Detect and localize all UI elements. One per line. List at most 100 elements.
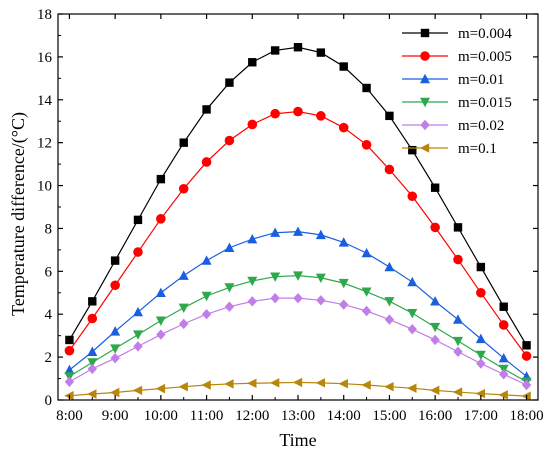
data-point — [64, 376, 75, 387]
data-point — [453, 254, 463, 265]
data-point — [156, 174, 166, 184]
x-tick-label: 15:00 — [372, 408, 406, 424]
data-point — [133, 247, 143, 257]
data-point — [361, 247, 372, 258]
x-tick-label: 18:00 — [509, 408, 543, 424]
x-tick-label: 11:00 — [190, 408, 224, 424]
data-point — [178, 382, 188, 392]
legend-item: m=0.1 — [402, 141, 497, 157]
series-m=0.02 — [64, 292, 532, 391]
legend-label: m=0.02 — [458, 118, 504, 134]
data-point — [133, 330, 143, 340]
data-point — [87, 346, 98, 356]
data-point — [178, 183, 189, 194]
data-point — [316, 111, 326, 121]
legend-label: m=0.004 — [458, 26, 512, 42]
data-point — [361, 140, 372, 150]
data-point — [270, 227, 281, 237]
legend-marker — [420, 119, 430, 131]
data-point — [155, 316, 166, 326]
data-point — [453, 223, 463, 232]
data-point — [498, 352, 509, 363]
data-point — [293, 292, 303, 304]
legend-marker — [420, 28, 430, 38]
legend-label: m=0.005 — [458, 49, 512, 65]
data-point — [384, 382, 394, 392]
data-point — [453, 314, 463, 324]
x-tick-label: 10:00 — [144, 408, 178, 424]
data-point — [499, 302, 508, 311]
data-point — [179, 138, 188, 147]
x-axis-title: Time — [279, 430, 316, 450]
x-tick-label: 12:00 — [235, 408, 269, 424]
data-point — [475, 333, 486, 344]
data-point — [269, 378, 280, 388]
legend-item: m=0.01 — [402, 72, 504, 88]
axes: 0 2 4 6 8 10 12 14 16 18 8:00 9:00 10:00 11:00 12:00 13… — [37, 7, 544, 424]
y-tick-label: 6 — [45, 264, 53, 280]
data-point — [110, 256, 120, 265]
series-m=0.1 — [64, 377, 531, 401]
data-point — [202, 105, 211, 114]
data-point — [225, 78, 234, 87]
data-point — [155, 383, 166, 394]
data-point — [293, 226, 303, 236]
data-point — [384, 314, 395, 325]
x-tick-label: 8:00 — [56, 408, 83, 424]
data-point — [316, 48, 326, 57]
data-point — [476, 358, 486, 369]
x-tick-label: 13:00 — [281, 408, 315, 424]
data-point — [247, 233, 258, 244]
data-point — [270, 292, 280, 304]
data-point — [270, 108, 280, 119]
data-point — [178, 270, 189, 280]
data-point — [247, 296, 257, 307]
series-line — [69, 275, 527, 383]
data-point — [384, 261, 395, 272]
data-point — [133, 341, 143, 352]
data-point — [452, 387, 463, 397]
data-point — [224, 301, 235, 312]
data-point — [498, 390, 508, 400]
data-point — [476, 262, 486, 272]
data-point — [384, 164, 395, 175]
data-point — [201, 255, 212, 265]
data-point — [339, 299, 349, 310]
data-point — [88, 297, 97, 306]
data-point — [178, 303, 189, 313]
data-point — [429, 385, 440, 396]
data-point — [87, 313, 98, 324]
legend-item: m=0.004 — [402, 26, 512, 42]
data-point — [64, 345, 75, 356]
data-point — [430, 222, 440, 233]
data-point — [224, 283, 235, 293]
data-point — [270, 46, 280, 55]
series-m=0.01 — [64, 226, 532, 381]
legend-item: m=0.02 — [402, 118, 504, 134]
x-tick-label: 16:00 — [418, 408, 452, 424]
data-point — [385, 111, 394, 121]
series-m=0.015 — [64, 271, 532, 387]
data-point — [224, 242, 235, 252]
data-point — [407, 383, 417, 393]
data-point — [110, 352, 120, 364]
x-tick-label: 14:00 — [327, 408, 361, 424]
data-point — [338, 379, 348, 389]
data-point — [110, 326, 121, 336]
data-point — [453, 336, 463, 347]
data-point — [270, 272, 281, 282]
data-point — [293, 106, 303, 117]
data-point — [133, 215, 143, 225]
x-tick-label: 17:00 — [464, 408, 498, 424]
legend-label: m=0.1 — [458, 141, 497, 157]
data-point — [407, 191, 418, 202]
data-point — [521, 379, 532, 391]
data-point — [338, 278, 349, 289]
data-point — [430, 183, 440, 192]
y-axis-title: Temperature difference/(°C) — [8, 112, 29, 316]
y-tick-label: 2 — [45, 350, 53, 366]
data-point — [521, 351, 532, 361]
legend-marker — [420, 97, 430, 108]
data-point — [407, 324, 417, 335]
